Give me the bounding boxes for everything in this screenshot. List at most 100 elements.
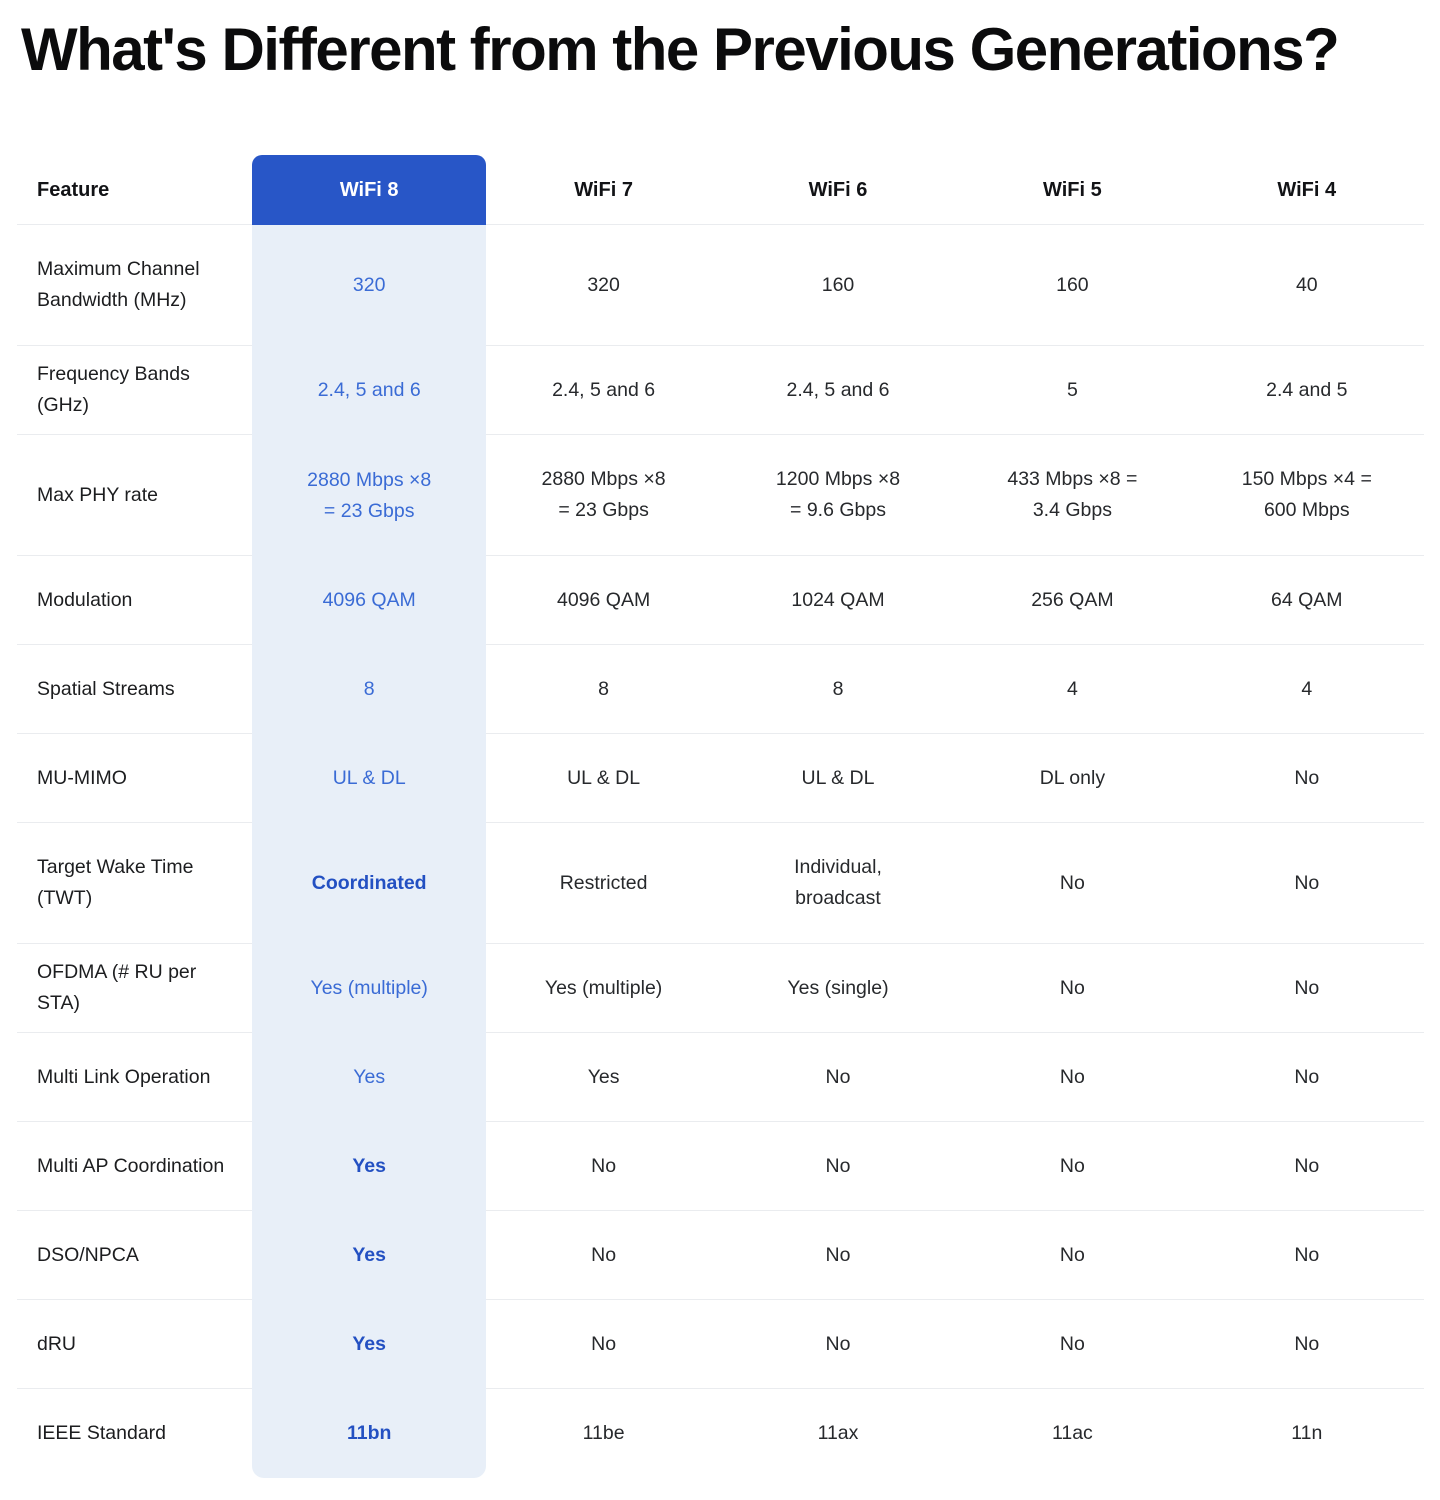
- feature-label: OFDMA (# RU per STA): [17, 944, 252, 1034]
- table-row: Modulation 4096 QAM 4096 QAM 1024 QAM 256 QA…: [17, 556, 1424, 646]
- table-row: DSO/NPCA Yes No No No No: [17, 1211, 1424, 1301]
- cell-wifi7: 11be: [582, 1422, 625, 1445]
- cell-wifi6: UL & DL: [720, 734, 956, 824]
- cell-wifi5: No: [955, 1211, 1190, 1301]
- cell-wifi4: 40: [1189, 225, 1424, 347]
- cell-wifi5: No: [955, 823, 1190, 945]
- table-row: Multi AP Coordination Yes No No No No: [17, 1122, 1424, 1212]
- table-row: IEEE Standard 11bn 11be 11ax 11ac 11n: [17, 1389, 1424, 1479]
- feature-label: Target Wake Time (TWT): [17, 823, 252, 945]
- table-row: Max PHY rate 2880 Mbps ×8 = 23 Gbps 2880 M…: [17, 435, 1424, 557]
- cell-wifi6: No: [720, 1033, 956, 1123]
- cell-wifi5: 4: [955, 645, 1190, 735]
- feature-label: Max PHY rate: [17, 435, 252, 557]
- table-row: Target Wake Time (TWT) Coordinated Restric…: [17, 823, 1424, 945]
- feature-label: Multi AP Coordination: [17, 1122, 252, 1212]
- cell-wifi5: No: [955, 944, 1190, 1034]
- cell-wifi5: 256 QAM: [955, 556, 1190, 646]
- cell-wifi8: Yes: [252, 1300, 487, 1390]
- cell-wifi4: No: [1189, 1211, 1424, 1301]
- column-header-wifi5: WiFi 5: [955, 155, 1190, 226]
- cell-wifi6: 1024 QAM: [720, 556, 956, 646]
- cell-wifi6: 160: [720, 225, 956, 347]
- cell-wifi7: 4096 QAM: [486, 556, 721, 646]
- cell-wifi7: No: [486, 1122, 721, 1212]
- cell-wifi6: No: [720, 1211, 956, 1301]
- cell-wifi4: No: [1189, 944, 1424, 1034]
- table-row: Spatial Streams 8 8 8 4 4: [17, 645, 1424, 735]
- feature-label: DSO/NPCA: [17, 1211, 252, 1301]
- cell-wifi8: 2880 Mbps ×8 = 23 Gbps: [252, 435, 487, 557]
- cell-wifi5: DL only: [955, 734, 1190, 824]
- cell-wifi8: Yes: [252, 1033, 487, 1123]
- page-title: What's Different from the Previous Gener…: [21, 16, 1340, 83]
- table-body: Maximum Channel Bandwidth (MHz) 320 320 160…: [17, 225, 1424, 1479]
- cell-wifi7: UL & DL: [486, 734, 721, 824]
- cell-wifi4: 4: [1189, 645, 1424, 735]
- table-row: MU-MIMO UL & DL UL & DL UL & DL DL only No: [17, 734, 1424, 824]
- cell-wifi5: 433 Mbps ×8 = 3.4 Gbps: [955, 435, 1190, 557]
- cell-wifi5: No: [955, 1300, 1190, 1390]
- cell-wifi7: 320: [486, 225, 721, 347]
- cell-wifi4: No: [1189, 1300, 1424, 1390]
- table-header-row: Feature WiFi 8 WiFi 7 WiFi 6 WiFi 5 WiFi…: [17, 155, 1424, 226]
- cell-wifi6: No: [720, 1122, 956, 1212]
- feature-label: Spatial Streams: [17, 645, 252, 735]
- cell-wifi6: Individual, broadcast: [720, 823, 956, 945]
- cell-wifi5: 5: [955, 346, 1190, 436]
- feature-label: Multi Link Operation: [17, 1033, 252, 1123]
- column-header-wifi4: WiFi 4: [1189, 155, 1424, 226]
- cell-wifi7: 8: [486, 645, 721, 735]
- cell-wifi7: Yes (multiple): [486, 944, 721, 1034]
- cell-wifi4: 64 QAM: [1189, 556, 1424, 646]
- table-row: Multi Link Operation Yes Yes No No No: [17, 1033, 1424, 1123]
- feature-label: Maximum Channel Bandwidth (MHz): [17, 225, 252, 347]
- cell-wifi8: Yes: [252, 1211, 487, 1301]
- feature-label: Modulation: [17, 556, 252, 646]
- cell-wifi6: 8: [720, 645, 956, 735]
- cell-wifi6: 2.4, 5 and 6: [720, 346, 956, 436]
- cell-wifi5: 160: [955, 225, 1190, 347]
- cell-wifi7: Restricted: [486, 823, 721, 945]
- column-header-feature: Feature: [17, 155, 252, 226]
- cell-wifi7: No: [486, 1211, 721, 1301]
- cell-wifi8: Coordinated: [252, 823, 487, 945]
- cell-wifi7: 2.4, 5 and 6: [486, 346, 721, 436]
- cell-wifi4: No: [1189, 734, 1424, 824]
- feature-label: IEEE Standard: [37, 1422, 166, 1445]
- cell-wifi8: UL & DL: [252, 734, 487, 824]
- cell-wifi7: No: [486, 1300, 721, 1390]
- table-row: Maximum Channel Bandwidth (MHz) 320 320 160…: [17, 225, 1424, 347]
- cell-wifi8: 320: [252, 225, 487, 347]
- feature-label: dRU: [17, 1300, 252, 1390]
- cell-wifi8: Yes: [252, 1122, 487, 1212]
- column-header-wifi6: WiFi 6: [720, 155, 956, 226]
- table-row: dRU Yes No No No No: [17, 1300, 1424, 1390]
- wifi-comparison-table: Feature WiFi 8 WiFi 7 WiFi 6 WiFi 5 WiFi…: [17, 155, 1424, 1479]
- cell-wifi8: Yes (multiple): [252, 944, 487, 1034]
- cell-wifi6: 1200 Mbps ×8 = 9.6 Gbps: [720, 435, 956, 557]
- cell-wifi6: 11ax: [817, 1422, 859, 1445]
- column-header-wifi7: WiFi 7: [486, 155, 721, 226]
- cell-wifi8: 2.4, 5 and 6: [252, 346, 487, 436]
- cell-wifi4: No: [1189, 1033, 1424, 1123]
- table-row: OFDMA (# RU per STA) Yes (multiple) Yes (m…: [17, 944, 1424, 1034]
- cell-wifi5: 11ac: [1051, 1422, 1093, 1445]
- cell-wifi7: Yes: [486, 1033, 721, 1123]
- cell-wifi8: 11bn: [252, 1389, 487, 1479]
- cell-wifi8: 4096 QAM: [252, 556, 487, 646]
- cell-wifi4: No: [1189, 823, 1424, 945]
- cell-wifi4: 150 Mbps ×4 = 600 Mbps: [1189, 435, 1424, 557]
- cell-wifi4: 2.4 and 5: [1189, 346, 1424, 436]
- cell-wifi4: 11n: [1291, 1422, 1323, 1445]
- cell-wifi4: No: [1189, 1122, 1424, 1212]
- column-header-wifi8: WiFi 8: [252, 155, 487, 226]
- cell-wifi7: 2880 Mbps ×8 = 23 Gbps: [486, 435, 721, 557]
- cell-wifi8: 8: [252, 645, 487, 735]
- cell-wifi5: No: [955, 1122, 1190, 1212]
- feature-label: Frequency Bands (GHz): [17, 346, 252, 436]
- table-row: Frequency Bands (GHz) 2.4, 5 and 6 2.4, 5 …: [17, 346, 1424, 436]
- cell-wifi6: Yes (single): [720, 944, 956, 1034]
- cell-wifi5: No: [955, 1033, 1190, 1123]
